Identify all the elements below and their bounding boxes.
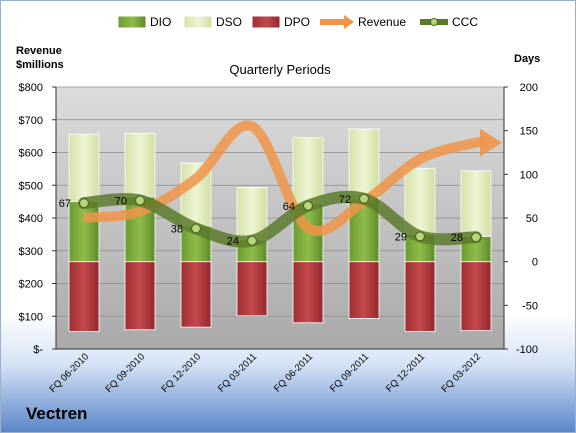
bar-dso <box>68 133 100 202</box>
right-tick-label: 0 <box>532 257 538 269</box>
x-tick-label: FQ 06-2011 <box>272 351 315 394</box>
bar-dpo <box>348 261 380 319</box>
x-tick-label: FQ 03-2011 <box>216 351 259 394</box>
x-tick-label: FQ 12-2011 <box>384 351 427 394</box>
legend-swatch-dpo <box>251 15 281 29</box>
ccc-data-label: 67 <box>59 198 71 210</box>
chart-title: Quarterly Periods <box>229 62 331 77</box>
x-tick-label: FQ 06-2010 <box>47 351 91 395</box>
ccc-point <box>470 232 482 243</box>
ccc-data-label: 72 <box>339 194 351 206</box>
legend-marker-ccc <box>430 18 438 26</box>
legend-swatch-dso <box>183 15 213 29</box>
legend-label: DIO <box>150 15 171 29</box>
left-tick-label: $500 <box>19 180 43 192</box>
x-tick-label: FQ 03-2012 <box>439 351 483 395</box>
bar-dso <box>348 128 380 200</box>
legend-label: Revenue <box>358 15 406 29</box>
bar-dpo <box>180 261 212 328</box>
left-tick-label: $- <box>33 344 43 356</box>
bar-dpo <box>124 261 156 331</box>
right-tick-label: 200 <box>520 82 538 94</box>
left-tick-label: $700 <box>19 115 43 127</box>
legend-label: DPO <box>284 15 310 29</box>
bar-dso <box>124 132 156 198</box>
bar-dso <box>460 170 492 237</box>
right-tick-label: -50 <box>522 300 538 312</box>
x-tick-label: FQ 12-2010 <box>159 351 203 395</box>
ccc-data-label: 29 <box>395 231 407 243</box>
left-axis-title: Revenue $millions <box>16 44 64 72</box>
left-tick-label: $800 <box>19 82 43 94</box>
left-tick-label: $200 <box>19 279 43 291</box>
ccc-data-label: 38 <box>171 223 183 235</box>
bar-dpo <box>68 261 100 332</box>
ccc-point <box>78 198 90 209</box>
right-tick-label: 100 <box>520 169 538 181</box>
right-tick-label: 150 <box>520 126 538 138</box>
left-tick-label: $100 <box>19 311 43 323</box>
right-tick-label: 50 <box>526 213 538 225</box>
bar-dpo <box>292 261 324 324</box>
ccc-data-label: 24 <box>227 236 239 248</box>
ccc-data-label: 70 <box>115 196 127 208</box>
bar-dso <box>404 167 436 235</box>
ccc-point <box>190 223 202 234</box>
x-tick-label: FQ 09-2010 <box>103 351 147 395</box>
x-tick-label: FQ 09-2011 <box>328 351 371 394</box>
right-axis-title: Days <box>514 53 541 65</box>
bar-dso <box>292 137 324 205</box>
bar-dpo <box>236 261 268 317</box>
legend-label: DSO <box>216 15 242 29</box>
bar-dpo <box>404 261 436 332</box>
legend-swatch-dio <box>117 15 147 29</box>
ccc-point <box>302 200 314 211</box>
bar-dpo <box>460 261 492 332</box>
legend-label: CCC <box>452 15 478 29</box>
legend-arrow-revenue <box>344 15 354 29</box>
ccc-point <box>134 195 146 206</box>
ccc-line <box>78 190 482 248</box>
left-tick-label: $600 <box>19 148 43 160</box>
ccc-point <box>246 235 258 246</box>
company-name: Vectren <box>26 404 88 423</box>
bar-dio <box>68 201 100 263</box>
ccc-data-label: 64 <box>283 201 295 213</box>
ccc-data-label: 28 <box>451 232 463 244</box>
right-tick-label: -100 <box>516 344 538 356</box>
left-tick-label: $400 <box>19 213 43 225</box>
revenue-arrowhead <box>480 128 502 157</box>
left-tick-label: $300 <box>19 246 43 258</box>
left-axis-title-line1: Revenue <box>16 45 62 57</box>
ccc-point <box>358 193 370 204</box>
left-axis-title-line2: $millions <box>16 59 64 71</box>
ccc-point <box>414 231 426 242</box>
revenue-line <box>83 120 490 236</box>
